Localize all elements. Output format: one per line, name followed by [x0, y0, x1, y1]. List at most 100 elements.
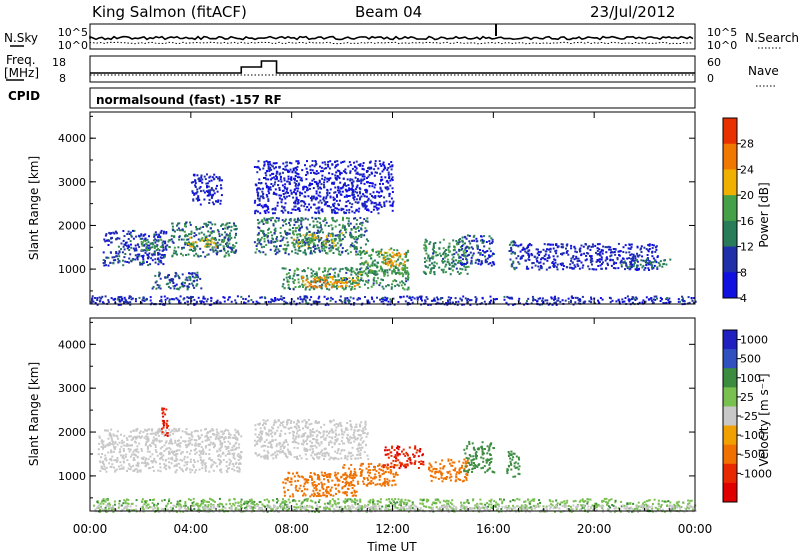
- data-cell: [173, 459, 176, 462]
- data-cell: [134, 298, 137, 300]
- data-cell: [158, 275, 160, 278]
- data-cell: [280, 295, 283, 298]
- data-cell: [517, 255, 520, 258]
- data-cell: [464, 268, 467, 271]
- data-cell: [466, 250, 468, 252]
- data-cell: [202, 450, 205, 453]
- data-cell: [397, 268, 400, 271]
- data-cell: [191, 272, 194, 275]
- data-cell: [267, 198, 270, 201]
- data-cell: [206, 254, 209, 256]
- data-cell: [240, 435, 243, 438]
- data-cell: [193, 449, 196, 452]
- data-cell: [630, 253, 633, 256]
- data-cell: [366, 199, 369, 202]
- data-cell: [322, 196, 325, 199]
- data-cell: [259, 251, 262, 254]
- data-cell: [310, 249, 312, 252]
- data-cell: [382, 254, 385, 257]
- data-cell: [442, 261, 445, 264]
- data-cell: [174, 230, 176, 233]
- data-cell: [172, 432, 175, 435]
- data-cell: [337, 191, 340, 194]
- data-cell: [190, 431, 193, 434]
- data-cell: [281, 298, 284, 301]
- data-cell: [303, 205, 306, 208]
- data-cell: [308, 208, 310, 211]
- data-cell: [570, 257, 573, 260]
- data-cell: [226, 446, 229, 449]
- data-cell: [204, 255, 207, 258]
- data-cell: [289, 178, 292, 181]
- data-cell: [164, 429, 167, 432]
- data-cell: [143, 462, 146, 465]
- data-cell: [663, 262, 665, 265]
- data-cell: [620, 265, 623, 268]
- data-cell: [338, 299, 341, 302]
- data-cell: [312, 226, 315, 229]
- data-cell: [195, 226, 198, 228]
- data-cell: [208, 180, 211, 183]
- data-cell: [172, 241, 175, 244]
- data-cell: [447, 299, 449, 302]
- data-cell: [195, 192, 198, 195]
- data-cell: [458, 248, 461, 251]
- data-cell: [232, 436, 235, 439]
- data-cell: [591, 243, 594, 246]
- data-cell: [391, 191, 394, 193]
- data-cell: [335, 244, 337, 247]
- data-cell: [200, 446, 203, 449]
- data-cell: [327, 225, 330, 227]
- data-cell: [319, 226, 322, 229]
- data-cell: [194, 182, 197, 185]
- data-cell: [313, 165, 316, 168]
- data-cell: [134, 248, 137, 251]
- data-cell: [117, 437, 120, 440]
- data-cell: [447, 245, 450, 248]
- data-cell: [615, 262, 618, 265]
- data-cell: [325, 195, 328, 198]
- data-cell: [212, 203, 215, 206]
- data-cell: [283, 287, 286, 290]
- data-cell: [552, 243, 555, 246]
- data-cell: [367, 209, 370, 212]
- data-cell: [300, 220, 303, 223]
- data-cell: [142, 431, 145, 434]
- data-cell: [203, 233, 206, 236]
- data-cell: [514, 241, 517, 244]
- data-cell: [326, 177, 329, 180]
- data-cell: [527, 297, 530, 300]
- data-cell: [353, 195, 356, 198]
- data-cell: [217, 455, 220, 457]
- data-cell: [183, 458, 186, 461]
- data-cell: [318, 231, 321, 234]
- data-cell: [254, 212, 257, 215]
- data-cell: [176, 443, 178, 446]
- data-cell: [152, 243, 155, 246]
- data-cell: [142, 249, 145, 252]
- data-cell: [171, 429, 174, 432]
- data-cell: [124, 260, 127, 263]
- data-cell: [365, 200, 368, 203]
- data-cell: [302, 218, 305, 221]
- data-cell: [235, 446, 238, 449]
- data-cell: [215, 176, 218, 178]
- data-cell: [132, 437, 135, 440]
- data-cell: [481, 254, 484, 256]
- data-cell: [102, 460, 105, 463]
- data-cell: [216, 250, 219, 253]
- data-cell: [654, 246, 657, 249]
- data-cell: [374, 195, 377, 198]
- data-cell: [278, 250, 281, 253]
- data-cell: [215, 428, 218, 431]
- data-cell: [215, 300, 218, 303]
- data-cell: [402, 264, 405, 267]
- data-cell: [108, 434, 111, 437]
- data-cell: [333, 456, 336, 459]
- data-cell: [435, 262, 438, 265]
- data-cell: [122, 460, 125, 463]
- data-cell: [319, 217, 322, 220]
- data-cell: [423, 257, 426, 260]
- data-cell: [230, 449, 233, 452]
- data-cell: [118, 298, 121, 301]
